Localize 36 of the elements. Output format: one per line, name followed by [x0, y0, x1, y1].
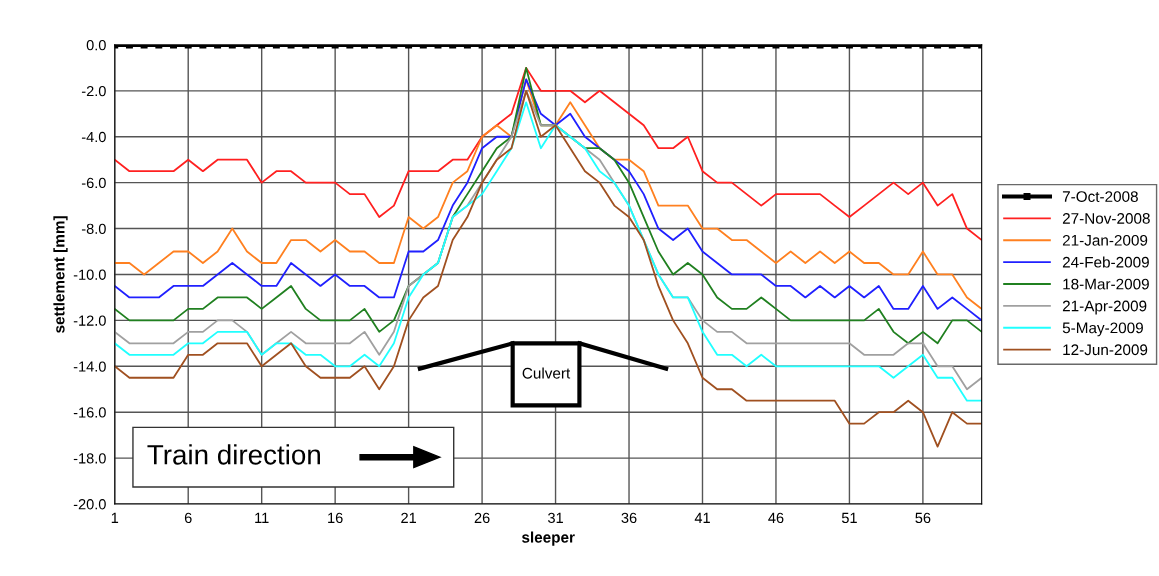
x-tick-label: 11 — [255, 512, 269, 523]
x-tick-label: 16 — [328, 512, 343, 524]
x-tick-label: 26 — [474, 512, 490, 524]
y-tick-label: -16.0 — [73, 407, 106, 418]
x-tick-label: 36 — [621, 512, 637, 524]
x-tick-label: 51 — [841, 512, 857, 524]
x-tick-label: 1 — [111, 512, 119, 523]
x-axis-title: sleeper — [521, 531, 575, 546]
legend-label: 21-Jan-2009 — [1062, 234, 1148, 246]
x-tick-label: 41 — [694, 512, 710, 523]
x-tick-label: 56 — [915, 512, 931, 524]
annotation: Culvert — [522, 367, 571, 379]
y-tick-label: -6.0 — [81, 177, 106, 189]
x-tick-label: 31 — [548, 512, 563, 524]
legend-label: 7-Oct-2008 — [1062, 191, 1138, 202]
y-tick-label: -12.0 — [73, 315, 106, 326]
x-tick-label: 21 — [401, 512, 417, 523]
legend-label: 18-Mar-2009 — [1063, 278, 1149, 290]
y-tick-label: -2.0 — [81, 85, 106, 97]
y-tick-label: -20.0 — [73, 499, 106, 510]
y-tick-label: -14.0 — [73, 361, 106, 372]
legend-label: 27-Nov-2008 — [1062, 213, 1150, 224]
y-tick-label: -18.0 — [73, 453, 106, 464]
legend-label: 12-Jun-2009 — [1063, 344, 1148, 356]
annotation: Train direction — [147, 444, 320, 465]
y-tick-label: -10.0 — [73, 269, 106, 280]
legend-label: 5-May-2009 — [1062, 322, 1143, 337]
y-tick-label: 0.0 — [86, 40, 106, 51]
line-series — [114, 66, 982, 241]
y-tick-label: -8.0 — [81, 223, 106, 234]
legend-label: 21-Apr-2009 — [1062, 300, 1147, 315]
y-tick-label: -4.0 — [81, 131, 106, 143]
x-tick-label: 46 — [768, 512, 784, 524]
y-axis-title: settlement [mm] — [53, 216, 68, 333]
x-tick-label: 6 — [184, 512, 192, 524]
legend-label: 24-Feb-2009 — [1062, 256, 1149, 268]
